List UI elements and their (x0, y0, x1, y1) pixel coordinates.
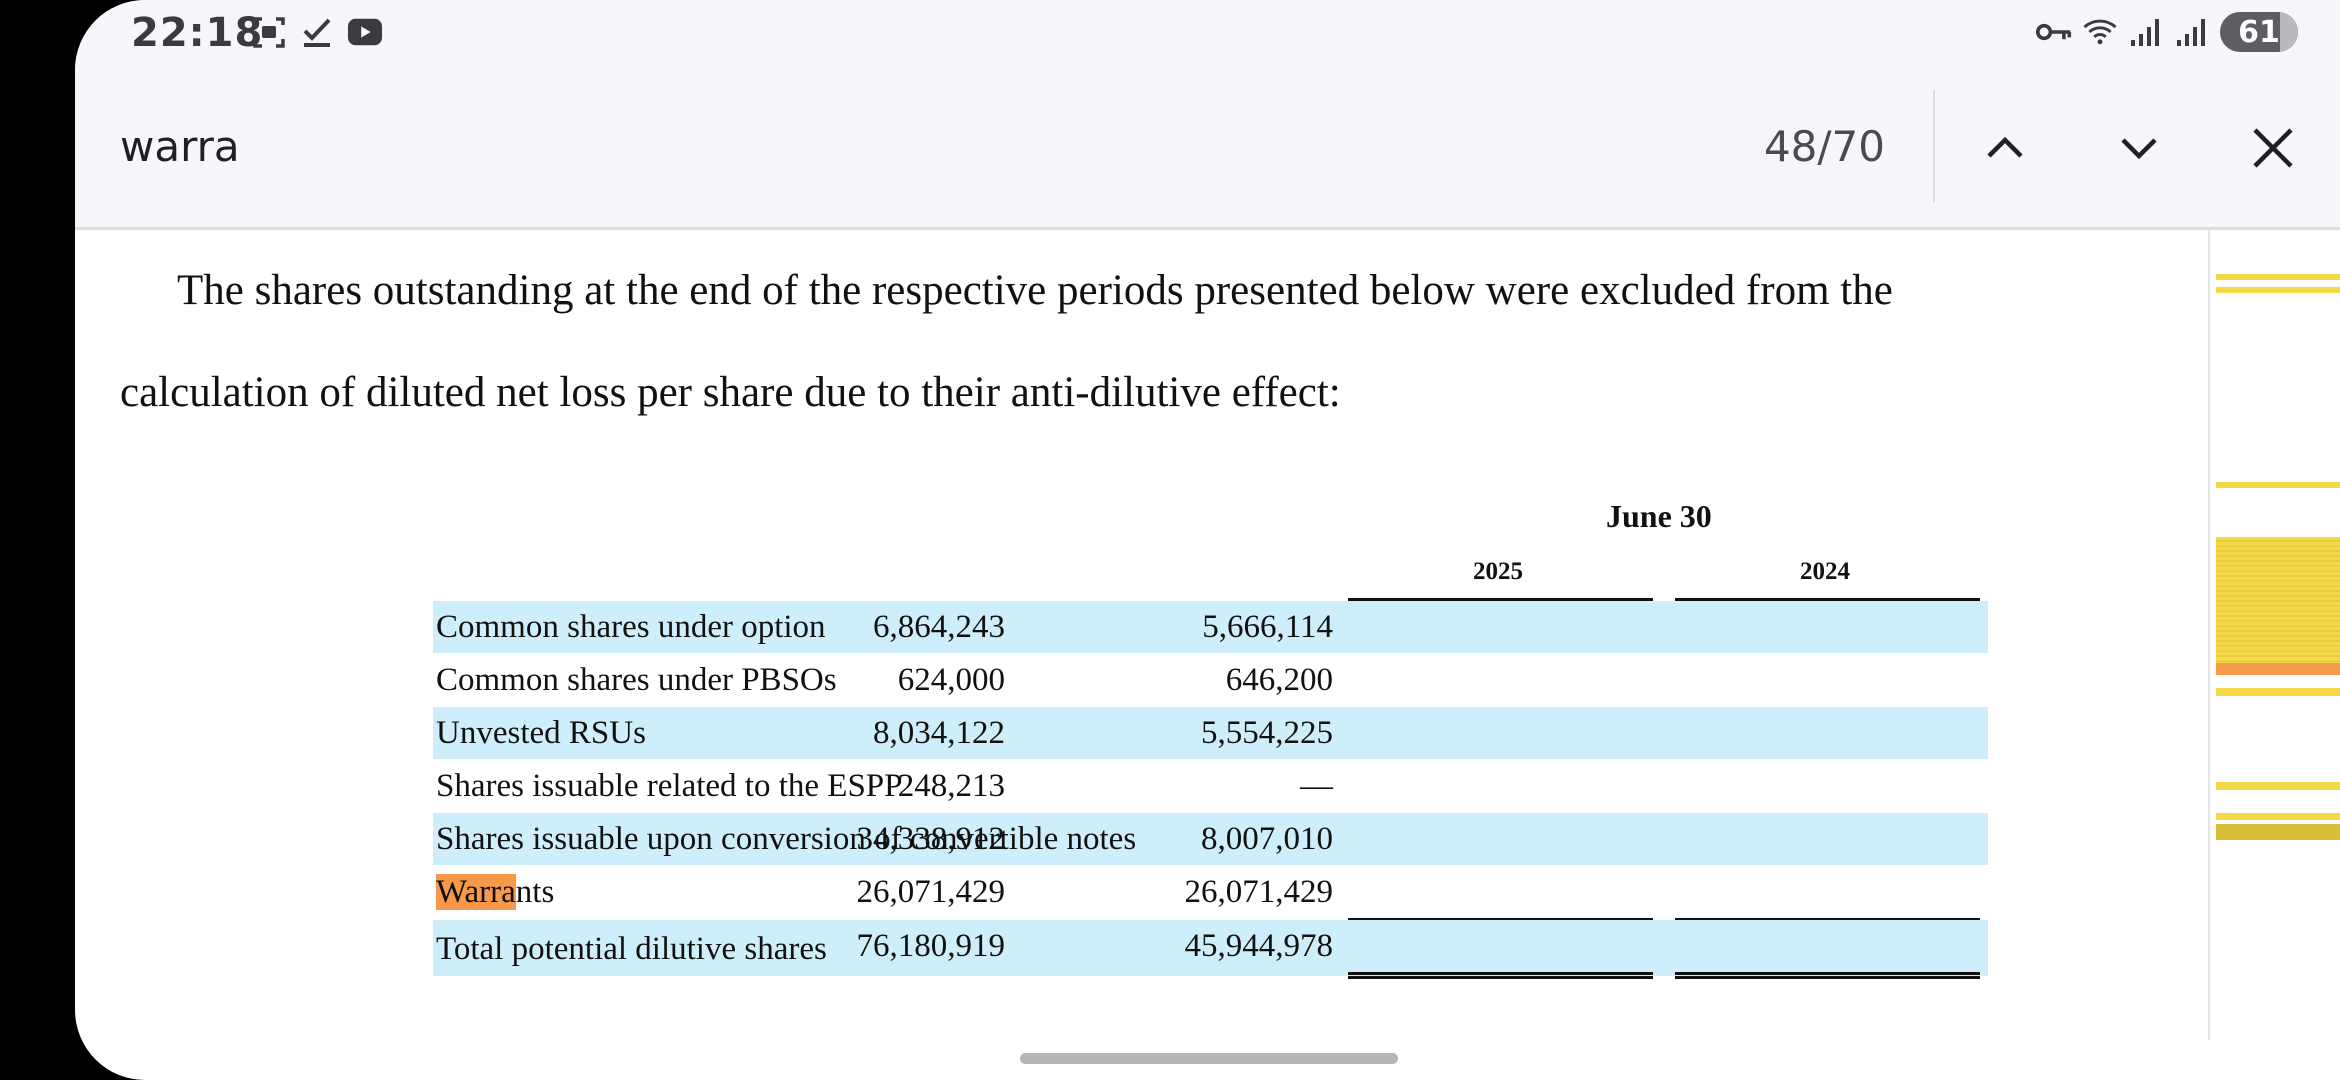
document-view[interactable]: The shares outstanding at the end of the… (75, 230, 2208, 1080)
value-2025: 248,213 (897, 768, 1005, 804)
wifi-icon (2082, 14, 2118, 50)
row-label: Common shares under option (436, 609, 826, 645)
value-2025: 624,000 (897, 662, 1005, 698)
value-2024: 8,007,010 (1201, 821, 1333, 857)
table-group-header: June 30 (1606, 498, 1712, 534)
current-match-marker (2216, 663, 2340, 675)
value-2025: 6,864,243 (873, 609, 1005, 645)
status-right-icons: 61 (2036, 12, 2298, 52)
toolbar-divider (1933, 90, 1935, 202)
table-row: Common shares under option (433, 601, 1988, 653)
row-label: Total potential dilutive shares (436, 931, 827, 967)
match-marker (2216, 482, 2340, 488)
match-marker (2216, 782, 2340, 790)
row-label: Common shares under PBSOs (436, 662, 837, 698)
battery-indicator: 61 (2220, 12, 2298, 52)
youtube-icon (347, 14, 383, 50)
total-double-rule (1348, 972, 1653, 979)
value-2025: 34,338,912 (856, 821, 1006, 857)
match-marker-cluster (2216, 537, 2340, 667)
find-toolbar: 22:18 61 (75, 0, 2340, 230)
row-label-rest: nts (515, 874, 555, 910)
match-marker (2216, 688, 2340, 696)
value-2024: 5,554,225 (1201, 715, 1333, 751)
status-left-icons (251, 14, 383, 50)
chevron-down-icon (2121, 138, 2157, 160)
table-row: Warrants (433, 866, 1988, 918)
row-label: Warrants (436, 874, 554, 911)
search-match-highlight: Warra (436, 874, 516, 910)
value-2025: 26,071,429 (856, 874, 1006, 910)
paragraph-line: calculation of diluted net loss per shar… (120, 369, 1341, 416)
screenshot-icon (251, 14, 287, 50)
table-row-total: Total potential dilutive shares (433, 920, 1988, 976)
row-label: Shares issuable upon conversion of conve… (436, 821, 1137, 857)
signal-icon (2128, 14, 2164, 50)
value-2024: 646,200 (1225, 662, 1333, 698)
chevron-up-icon (1987, 136, 2023, 158)
match-marker (2216, 813, 2340, 820)
check-icon (299, 14, 335, 50)
row-label: Shares issuable related to the ESPP (436, 768, 903, 804)
table-row: Shares issuable related to the ESPP (433, 760, 1988, 812)
status-time: 22:18 (131, 10, 264, 56)
next-match-button[interactable] (2109, 118, 2169, 178)
header-rule (1348, 598, 1653, 601)
table-row: Unvested RSUs (433, 707, 1988, 759)
value-2025: 76,180,919 (856, 928, 1006, 964)
vpn-key-icon (2036, 14, 2072, 50)
previous-match-button[interactable] (1975, 118, 2035, 178)
value-2024: 26,071,429 (1184, 874, 1334, 910)
subtotal-rule (1348, 918, 1653, 920)
row-label: Unvested RSUs (436, 715, 646, 751)
match-scroll-map[interactable] (2208, 230, 2340, 1040)
close-icon (2253, 128, 2293, 168)
column-header-2024: 2024 (1800, 558, 1850, 585)
close-find-button[interactable] (2243, 118, 2303, 178)
value-2024: 5,666,114 (1202, 609, 1333, 645)
paragraph-line: The shares outstanding at the end of the… (177, 267, 1893, 314)
value-2024: 45,944,978 (1184, 928, 1334, 964)
table-row: Shares issuable upon conversion of conve… (433, 813, 1988, 865)
match-marker (2216, 274, 2340, 280)
app-screen: 22:18 61 (75, 0, 2340, 1080)
column-header-2025: 2025 (1473, 558, 1523, 585)
subtotal-rule (1675, 918, 1980, 920)
match-count: 48/70 (1763, 122, 1885, 171)
find-query-input[interactable]: warra (120, 122, 240, 171)
value-2025: 8,034,122 (873, 715, 1005, 751)
value-2024: — (1300, 768, 1333, 804)
header-rule (1675, 598, 1980, 601)
table-row: Common shares under PBSOs (433, 654, 1988, 706)
match-marker (2216, 824, 2340, 840)
match-marker (2216, 287, 2340, 293)
total-double-rule (1675, 972, 1980, 979)
signal-icon (2174, 14, 2210, 50)
home-indicator[interactable] (1020, 1053, 1398, 1064)
